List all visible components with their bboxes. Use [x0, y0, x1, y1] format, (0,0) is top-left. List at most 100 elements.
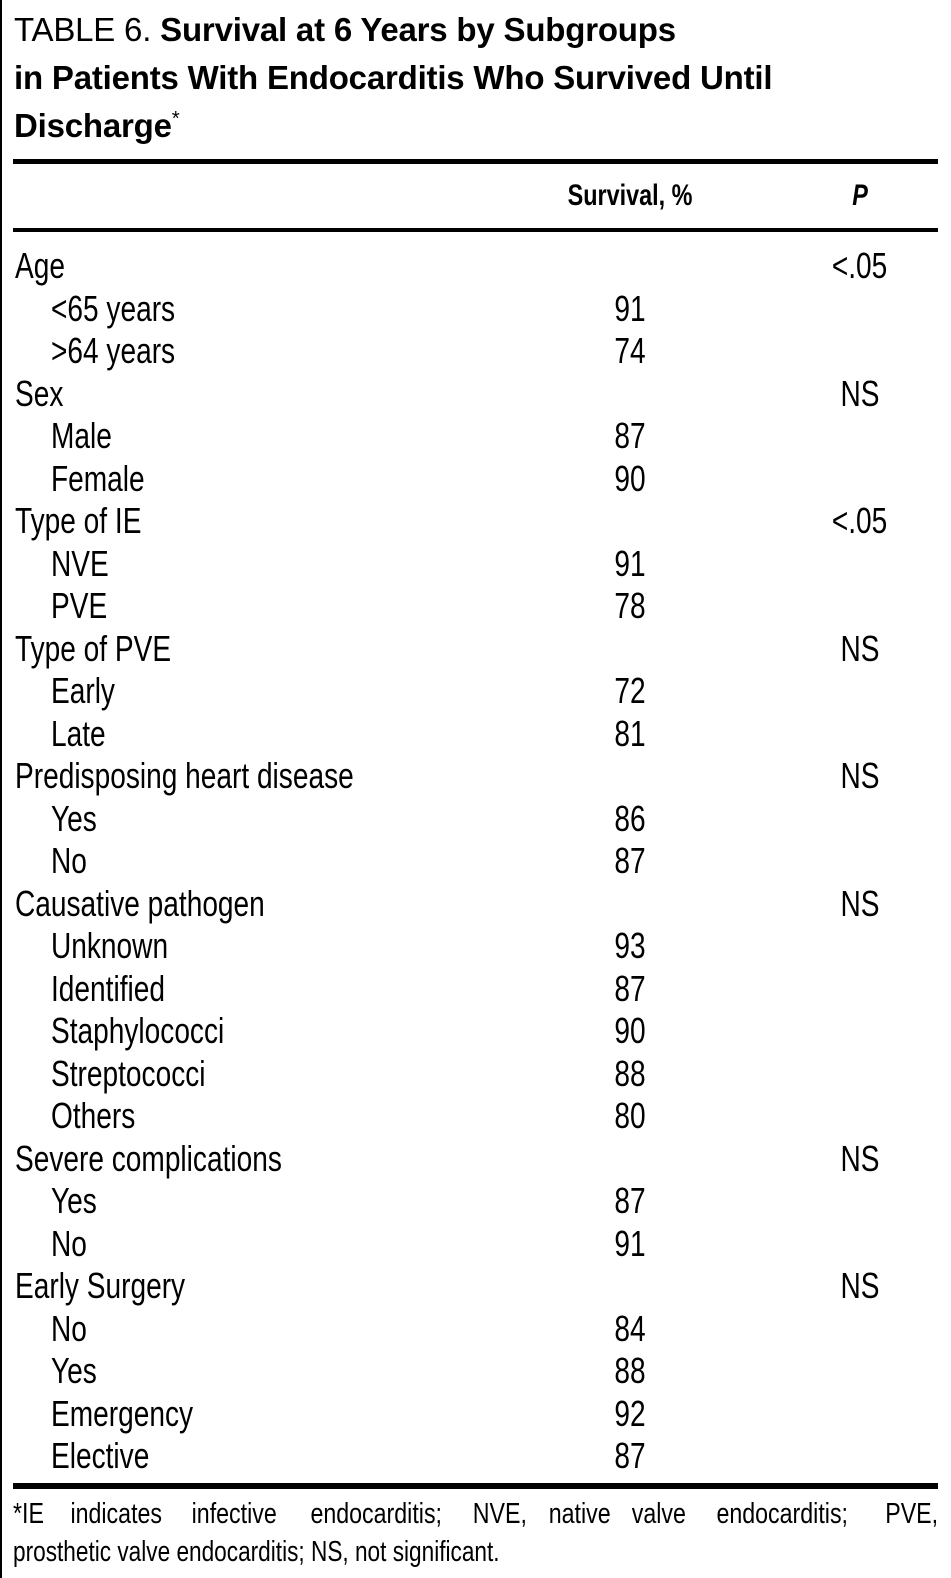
- survival-value: 90: [614, 1010, 646, 1052]
- row-label-cell: >64 years: [13, 333, 478, 369]
- table-body: Age <.05 <65 years 91 >64 years 74 Sex NS Male 87…: [13, 245, 938, 1478]
- row-label-sub: >64 years: [51, 330, 176, 372]
- row-label-cell: Predisposing heart disease: [13, 758, 478, 794]
- survival-value-cell: 88: [478, 1353, 782, 1389]
- table-row: Yes 88: [13, 1350, 938, 1393]
- column-header-survival-cell: Survival, %: [478, 179, 782, 213]
- p-value-cell: [782, 588, 938, 624]
- scan-edge-line: [0, 0, 2, 1578]
- row-label-category: Sex: [15, 372, 64, 414]
- row-label-sub: Staphylococci: [51, 1010, 225, 1052]
- survival-value-cell: 87: [478, 970, 782, 1007]
- footnote-line-2: prosthetic valve endocarditis; NS, not s…: [13, 1534, 938, 1571]
- footnote-marker: *: [171, 107, 180, 130]
- row-label-sub: Streptococci: [51, 1052, 206, 1094]
- p-value-cell: [782, 1183, 938, 1219]
- p-value: <.05: [832, 500, 888, 542]
- survival-value-cell: 91: [478, 542, 782, 584]
- p-value-cell: [782, 546, 938, 582]
- footnote-word: PVE,: [885, 1498, 938, 1530]
- table-row: Type of IE <.05: [13, 500, 938, 543]
- table-row: Male 87: [13, 415, 938, 458]
- row-label-cell: NVE: [13, 542, 478, 584]
- footnote-line-1: *IE indicates infective endocarditis; NVE, na…: [13, 1496, 938, 1533]
- footnote-word: endocarditis;: [310, 1498, 443, 1530]
- row-label-sub: Female: [51, 457, 145, 499]
- table-row: No 87: [13, 840, 938, 883]
- row-label-cell: No: [13, 1310, 478, 1347]
- p-value-cell: [782, 333, 938, 369]
- row-label-sub: Late: [51, 712, 106, 754]
- row-label-sub: NVE: [51, 542, 109, 584]
- p-value-cell: [782, 928, 938, 964]
- p-value: NS: [840, 1137, 880, 1179]
- survival-value-cell: 86: [478, 800, 782, 837]
- survival-value: 91: [614, 287, 646, 329]
- survival-value: 87: [614, 1180, 646, 1222]
- row-label-cell: No: [13, 843, 478, 879]
- table-row: No 91: [13, 1223, 938, 1266]
- survival-value-cell: [478, 248, 782, 284]
- p-value-cell: [782, 971, 938, 1007]
- row-label-category: Predisposing heart disease: [15, 755, 354, 797]
- row-label-category: Type of IE: [15, 500, 142, 542]
- footnote-word: native: [548, 1498, 611, 1530]
- row-label-cell: Age: [13, 248, 478, 284]
- p-value-cell: <.05: [782, 503, 938, 539]
- survival-value-cell: 92: [478, 1395, 782, 1432]
- row-label-sub: Unknown: [51, 925, 169, 967]
- table-row: Early Surgery NS: [13, 1265, 938, 1308]
- p-value-cell: [782, 801, 938, 837]
- p-value-cell: [782, 1013, 938, 1049]
- p-value: NS: [840, 755, 880, 797]
- row-label-sub: <65 years: [51, 287, 176, 329]
- row-label-sub: Yes: [51, 1180, 97, 1222]
- row-label-cell: Type of IE: [13, 503, 478, 539]
- survival-value: 72: [614, 670, 646, 712]
- survival-value-cell: [478, 1268, 782, 1304]
- title-line-2: in Patients With Endocarditis Who Surviv…: [14, 59, 773, 96]
- p-value-cell: NS: [782, 1137, 938, 1179]
- p-value-cell: NS: [782, 375, 938, 412]
- survival-value: 88: [614, 1350, 646, 1392]
- footnote-line-2-text: prosthetic valve endocarditis; NS, not s…: [13, 1536, 500, 1568]
- p-value-cell: [782, 461, 938, 497]
- title-line-1: TABLE 6. Survival at 6 Years by Subgroup…: [14, 6, 772, 54]
- row-label-cell: Female: [13, 457, 478, 499]
- p-value-cell: [782, 843, 938, 879]
- row-label-sub: Elective: [51, 1435, 150, 1477]
- survival-value: 88: [614, 1052, 646, 1094]
- survival-value-cell: 84: [478, 1307, 782, 1349]
- row-label-cell: Male: [13, 418, 478, 454]
- p-value: <.05: [832, 245, 888, 287]
- survival-value-cell: [478, 1141, 782, 1177]
- survival-value-cell: 91: [478, 1225, 782, 1262]
- table-row: Emergency 92: [13, 1393, 938, 1436]
- survival-value-cell: 87: [478, 1183, 782, 1219]
- row-label-cell: Sex: [13, 372, 478, 414]
- p-value-cell: [782, 418, 938, 454]
- row-label-category: Type of PVE: [15, 627, 172, 669]
- footnote-word: indicates: [70, 1498, 162, 1530]
- survival-value: 74: [614, 330, 646, 372]
- table-row: Early 72: [13, 670, 938, 713]
- title-line-3: Discharge*: [14, 102, 772, 150]
- survival-value: 87: [614, 415, 646, 457]
- row-label-sub: Identified: [51, 967, 165, 1009]
- survival-value: 84: [614, 1307, 646, 1349]
- row-label-category: Age: [15, 245, 65, 287]
- survival-value-cell: 93: [478, 928, 782, 964]
- row-label-cell: Yes: [13, 1353, 478, 1389]
- row-label-cell: Identified: [13, 967, 478, 1009]
- row-label-cell: Unknown: [13, 928, 478, 964]
- survival-value-cell: 87: [478, 1438, 782, 1474]
- row-label-cell: PVE: [13, 588, 478, 624]
- footnote-word: *IE: [13, 1498, 44, 1530]
- p-value-cell: [782, 1056, 938, 1092]
- table-row: Type of PVE NS: [13, 628, 938, 671]
- survival-value: 91: [614, 542, 646, 584]
- p-value-cell: NS: [782, 885, 938, 922]
- p-value-cell: [782, 1396, 938, 1432]
- survival-value-cell: 72: [478, 673, 782, 709]
